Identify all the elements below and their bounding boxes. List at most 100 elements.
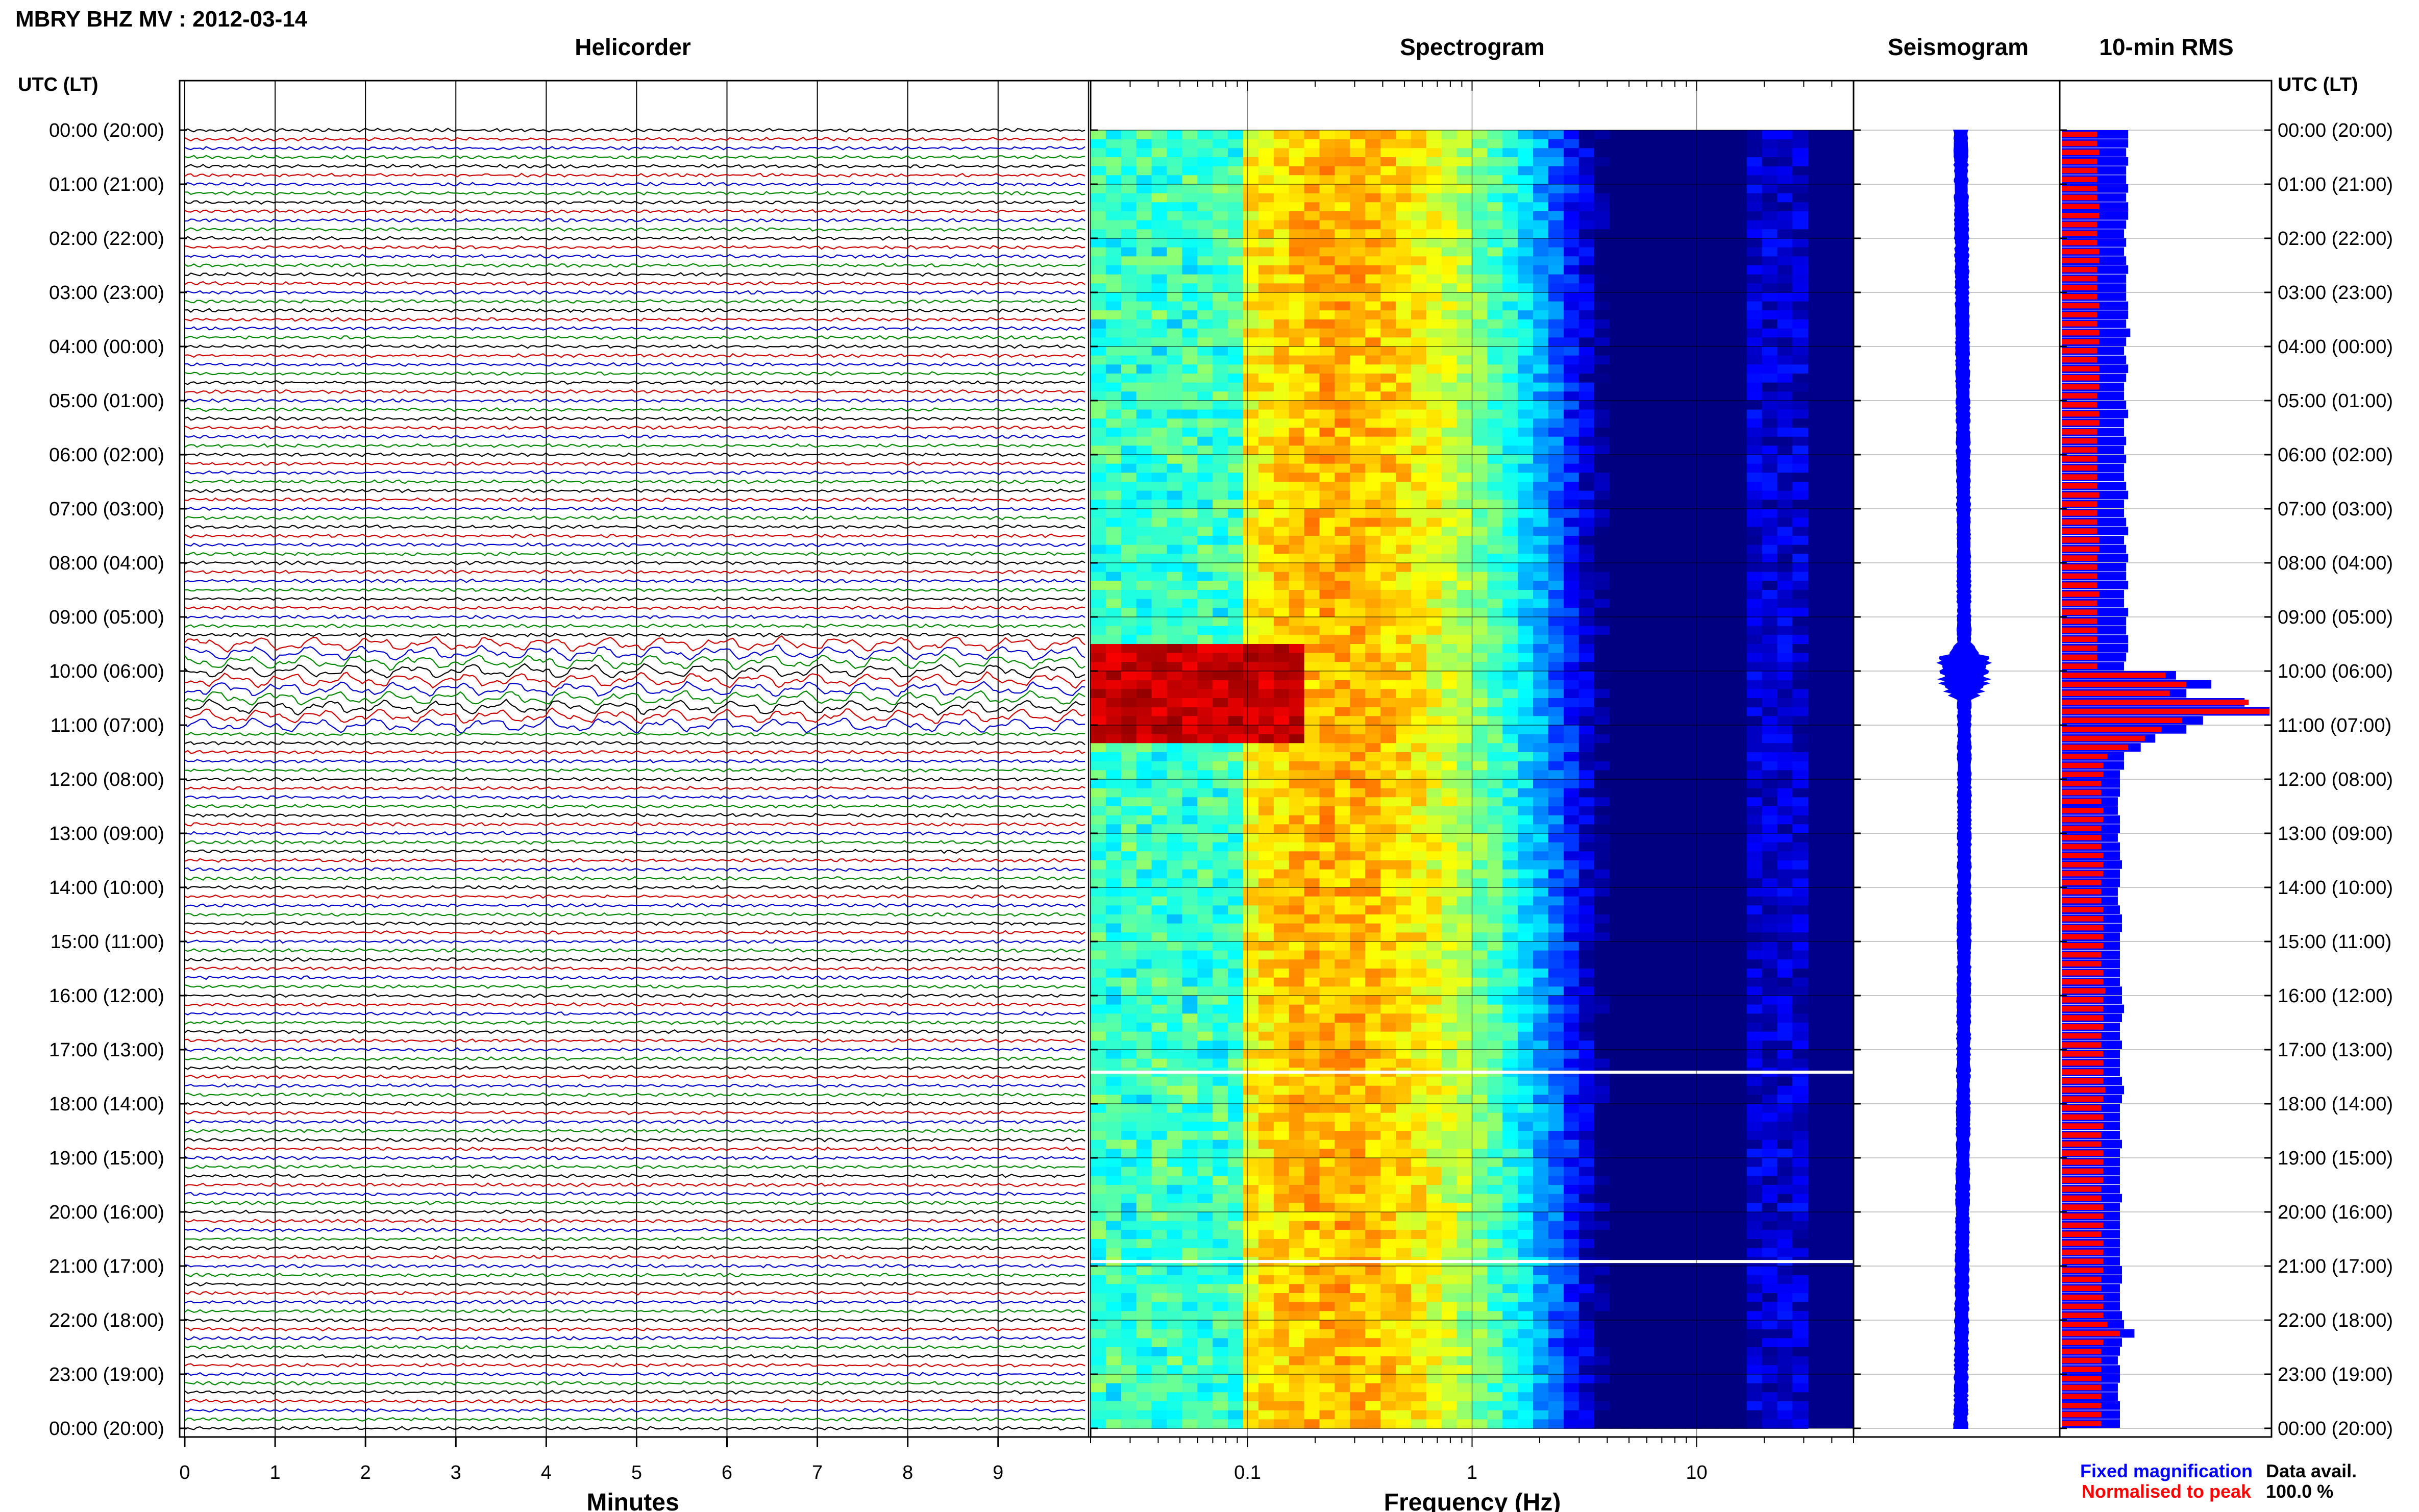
helicorder-trace-line xyxy=(184,1372,1085,1377)
rms-bar-normalised xyxy=(2062,808,2104,813)
rms-bar-normalised xyxy=(2062,1069,2104,1075)
helicorder-trace-line xyxy=(184,488,1085,493)
helicorder-trace-line xyxy=(184,533,1085,538)
time-tick-label: 08:00 (04:00) xyxy=(49,553,164,574)
minutes-tick-label: 5 xyxy=(631,1462,642,1483)
helicorder-trace-line xyxy=(184,128,1085,133)
data-avail-value: 100.0 % xyxy=(2266,1481,2333,1502)
rms-bar-normalised xyxy=(2062,1295,2104,1300)
time-tick-label: 19:00 (15:00) xyxy=(2278,1148,2393,1169)
time-tick-label: 15:00 (11:00) xyxy=(2278,931,2391,953)
rms-bar-normalised xyxy=(2062,519,2097,525)
helicorder-trace-line xyxy=(184,227,1085,232)
time-tick-label: 01:00 (21:00) xyxy=(2278,174,2393,195)
helicorder-trace-line xyxy=(184,758,1085,764)
rms-bar-normalised xyxy=(2062,303,2100,309)
helicorder-trace-line xyxy=(184,200,1085,205)
rms-bar-normalised xyxy=(2062,889,2102,895)
helicorder-trace-line xyxy=(184,831,1085,836)
helicorder-trace-line xyxy=(184,335,1085,340)
helicorder-trace-line xyxy=(184,515,1085,520)
helicorder-trace-line xyxy=(184,182,1085,187)
time-tick-label: 12:00 (08:00) xyxy=(2278,769,2393,790)
rms-bar-normalised xyxy=(2062,213,2100,218)
rms-bar-normalised xyxy=(2062,456,2097,462)
helicorder-trace-line xyxy=(184,1155,1085,1160)
helicorder-trace-line xyxy=(184,236,1085,241)
helicorder-trace-line xyxy=(184,858,1085,863)
rms-bar-normalised xyxy=(2062,700,2249,705)
rms-bar-normalised xyxy=(2062,789,2102,796)
helicorder-trace-line xyxy=(184,690,1085,706)
rms-bar-normalised xyxy=(2062,285,2097,290)
frequency-tick-label: 0.1 xyxy=(1234,1462,1261,1483)
helicorder-trace-line xyxy=(184,244,1085,250)
helicorder-trace-line xyxy=(184,308,1085,313)
helicorder-trace-line xyxy=(184,1146,1085,1151)
helicorder-trace-line xyxy=(184,939,1085,944)
rms-bar-normalised xyxy=(2062,1177,2104,1183)
helicorder-trace-line xyxy=(184,1164,1085,1170)
rms-bar-normalised xyxy=(2062,1349,2102,1354)
helicorder-trace-line xyxy=(184,1173,1085,1179)
rms-bar-normalised xyxy=(2062,483,2097,489)
time-tick-label: 08:00 (04:00) xyxy=(2278,553,2393,574)
rms-bar-normalised xyxy=(2062,735,2145,741)
rms-bar-normalised xyxy=(2062,528,2097,534)
rms-bar-normalised xyxy=(2062,663,2097,669)
helicorder-trace-line xyxy=(184,362,1085,367)
time-tick-label: 18:00 (14:00) xyxy=(49,1094,164,1115)
time-tick-label: 23:00 (19:00) xyxy=(2278,1364,2393,1385)
helicorder-trace-line xyxy=(184,497,1085,503)
rms-bar-normalised xyxy=(2062,375,2100,381)
helicorder-trace-line xyxy=(184,281,1085,286)
helicorder-trace-line xyxy=(184,1335,1085,1341)
rms-bar-normalised xyxy=(2062,1168,2104,1174)
time-tick-label: 09:00 (05:00) xyxy=(2278,607,2393,628)
helicorder-trace-line xyxy=(184,1209,1085,1214)
rms-bar-normalised xyxy=(2062,745,2129,750)
legend-normalised-to-peak: Normalised to peak xyxy=(2082,1481,2252,1502)
rms-bar-normalised xyxy=(2062,636,2097,642)
helicorder-trace-line xyxy=(184,560,1085,565)
time-axis-label-right: UTC (LT) xyxy=(2278,74,2358,95)
rms-bar-normalised xyxy=(2062,1132,2102,1138)
rms-bar-normalised xyxy=(2062,177,2097,182)
time-tick-label: 10:00 (06:00) xyxy=(2278,661,2393,682)
rms-bar-normalised xyxy=(2062,384,2100,390)
time-tick-label: 07:00 (03:00) xyxy=(2278,499,2393,520)
rms-bar-normalised xyxy=(2062,582,2097,588)
helicorder-trace-line xyxy=(184,1200,1085,1206)
seismogram-panel xyxy=(1853,80,2061,1438)
helicorder-trace-line xyxy=(184,353,1085,358)
rms-bar-normalised xyxy=(2062,194,2097,201)
rms-bar-normalised xyxy=(2062,754,2108,759)
helicorder-trace-line xyxy=(184,957,1085,962)
rms-bar-normalised xyxy=(2062,546,2100,552)
helicorder-trace-line xyxy=(184,1281,1085,1286)
rms-bar-normalised xyxy=(2062,1312,2104,1318)
minutes-tick-label: 6 xyxy=(722,1462,732,1483)
rms-bar-normalised xyxy=(2062,618,2097,624)
rms-bar-normalised xyxy=(2062,654,2097,660)
rms-bar-normalised xyxy=(2062,1421,2102,1426)
rms-bar-normalised xyxy=(2062,853,2104,858)
rms-bar-normalised xyxy=(2062,952,2102,958)
helicorder-panel: 0 1 2 3 4 5 6 7 8 9 xyxy=(179,80,1092,1483)
helicorder-trace-line xyxy=(184,1020,1085,1025)
time-tick-label: 01:00 (21:00) xyxy=(49,174,164,195)
time-tick-label: 22:00 (18:00) xyxy=(49,1310,164,1331)
time-tick-label: 17:00 (13:00) xyxy=(2278,1039,2393,1061)
rms-bar-normalised xyxy=(2062,1394,2102,1399)
helicorder-trace-line xyxy=(184,380,1085,385)
rms-bar-normalised xyxy=(2062,690,2170,696)
helicorder-trace-line xyxy=(184,578,1085,584)
rms-bar-normalised xyxy=(2062,132,2097,137)
minutes-tick-label: 2 xyxy=(360,1462,371,1483)
time-tick-label: 19:00 (15:00) xyxy=(49,1148,164,1169)
time-tick-label: 21:00 (17:00) xyxy=(2278,1256,2393,1277)
rms-bar-normalised xyxy=(2062,1123,2104,1129)
helicorder-trace-line xyxy=(184,145,1085,151)
minutes-tick-label: 7 xyxy=(812,1462,823,1483)
helicorder-trace-line xyxy=(184,479,1085,484)
